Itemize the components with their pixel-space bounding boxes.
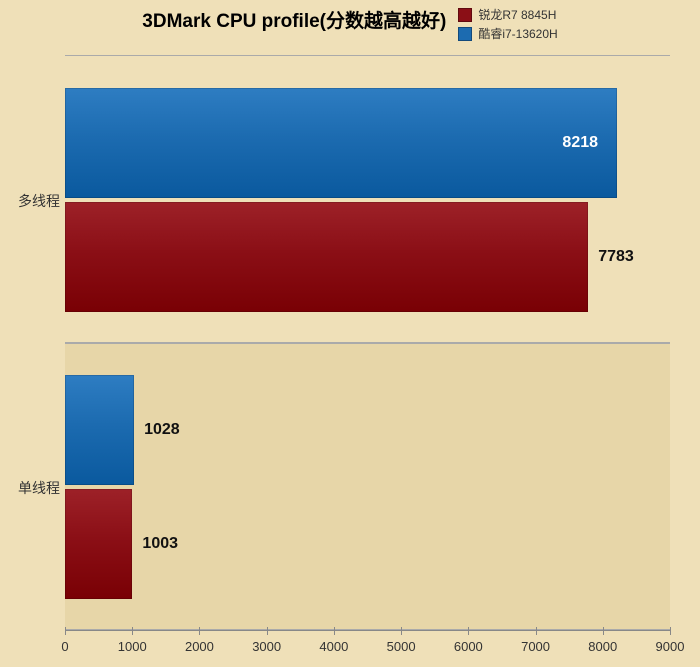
chart-legend: 锐龙R7 8845H 酷睿i7-13620H (458, 6, 557, 42)
x-tick-label: 8000 (588, 639, 617, 654)
x-tick-label: 3000 (252, 639, 281, 654)
legend-swatch (458, 8, 472, 22)
bar-fill (65, 202, 588, 312)
x-tick-label: 2000 (185, 639, 214, 654)
x-tick-label: 5000 (387, 639, 416, 654)
x-tick (468, 627, 469, 635)
x-tick (401, 627, 402, 635)
category-label: 单线程 (5, 478, 60, 498)
legend-item: 锐龙R7 8845H (458, 6, 557, 23)
x-tick (65, 627, 66, 635)
legend-swatch (458, 27, 472, 41)
x-tick-label: 7000 (521, 639, 550, 654)
chart-panel: 多线程82187783 (65, 55, 670, 343)
bar-fill (65, 88, 617, 198)
chart-container: 3DMark CPU profile(分数越高越好) 锐龙R7 8845H 酷睿… (0, 0, 700, 667)
bar-value-label: 7783 (598, 248, 634, 266)
x-tick (199, 627, 200, 635)
bar-value-label: 1028 (144, 421, 180, 439)
x-tick-label: 0 (61, 639, 68, 654)
x-tick (334, 627, 335, 635)
x-tick (132, 627, 133, 635)
x-tick (603, 627, 604, 635)
x-tick-label: 4000 (319, 639, 348, 654)
plot-area: 多线程82187783单线程10281003 (65, 55, 670, 630)
x-tick (670, 627, 671, 635)
chart-title: 3DMark CPU profile(分数越高越好) (142, 6, 446, 33)
chart-panel: 单线程10281003 (65, 343, 670, 631)
bar-value-label: 8218 (562, 134, 598, 152)
x-tick-label: 1000 (118, 639, 147, 654)
legend-label: 锐龙R7 8845H (478, 6, 556, 23)
category-label: 多线程 (5, 191, 60, 211)
x-tick (536, 627, 537, 635)
bar-fill (65, 489, 132, 599)
chart-header: 3DMark CPU profile(分数越高越好) 锐龙R7 8845H 酷睿… (0, 6, 700, 42)
x-tick-label: 9000 (656, 639, 685, 654)
legend-label: 酷睿i7-13620H (478, 25, 557, 42)
bar-fill (65, 375, 134, 485)
legend-item: 酷睿i7-13620H (458, 25, 557, 42)
x-tick (267, 627, 268, 635)
x-tick-label: 6000 (454, 639, 483, 654)
bar-value-label: 1003 (142, 535, 178, 553)
x-axis: 0100020003000400050006000700080009000 (65, 630, 670, 631)
